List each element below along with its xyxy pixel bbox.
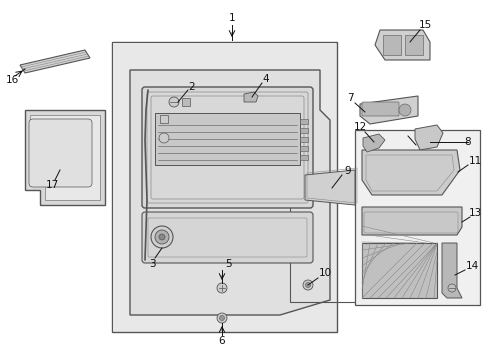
Bar <box>300 137 308 142</box>
Polygon shape <box>25 110 105 205</box>
Bar <box>362 243 437 298</box>
Bar <box>300 146 308 151</box>
Circle shape <box>303 280 313 290</box>
Circle shape <box>305 283 311 288</box>
Bar <box>300 128 308 133</box>
Bar <box>155 113 300 165</box>
Circle shape <box>220 315 224 320</box>
Circle shape <box>448 284 456 292</box>
Polygon shape <box>30 115 100 200</box>
Bar <box>405 35 423 55</box>
Text: 14: 14 <box>466 261 479 271</box>
Text: 17: 17 <box>46 180 59 190</box>
Text: 11: 11 <box>468 156 482 166</box>
Circle shape <box>399 104 411 116</box>
Bar <box>355 130 480 305</box>
Circle shape <box>217 283 227 293</box>
Text: 2: 2 <box>189 82 196 92</box>
Bar <box>113 43 336 331</box>
Text: 9: 9 <box>344 166 351 176</box>
FancyBboxPatch shape <box>142 212 313 263</box>
Text: 4: 4 <box>263 74 270 84</box>
Polygon shape <box>442 243 462 298</box>
Bar <box>112 42 337 332</box>
Polygon shape <box>20 50 90 73</box>
Text: 3: 3 <box>148 259 155 269</box>
Polygon shape <box>305 170 355 205</box>
Polygon shape <box>375 30 430 60</box>
Text: 7: 7 <box>347 93 353 103</box>
Bar <box>160 115 168 123</box>
Polygon shape <box>362 207 462 235</box>
Text: 12: 12 <box>353 122 367 132</box>
Bar <box>300 155 308 160</box>
Polygon shape <box>244 92 258 102</box>
Polygon shape <box>415 125 443 150</box>
Text: 15: 15 <box>418 20 432 30</box>
Text: 8: 8 <box>465 137 471 147</box>
Polygon shape <box>362 150 460 195</box>
FancyBboxPatch shape <box>362 102 399 116</box>
Circle shape <box>159 234 165 240</box>
Text: 16: 16 <box>5 75 19 85</box>
Bar <box>383 35 401 55</box>
Polygon shape <box>360 96 418 124</box>
Text: 6: 6 <box>219 336 225 346</box>
Text: 10: 10 <box>318 268 332 278</box>
Circle shape <box>217 313 227 323</box>
Text: 13: 13 <box>468 208 482 218</box>
Bar <box>290 192 365 302</box>
FancyBboxPatch shape <box>142 87 313 208</box>
Circle shape <box>169 97 179 107</box>
Circle shape <box>155 230 169 244</box>
Bar <box>300 119 308 124</box>
Polygon shape <box>130 70 330 315</box>
Circle shape <box>151 226 173 248</box>
Polygon shape <box>363 134 385 152</box>
FancyBboxPatch shape <box>29 119 92 187</box>
Text: 5: 5 <box>225 259 231 269</box>
Bar <box>182 98 190 106</box>
Circle shape <box>159 133 169 143</box>
Text: 1: 1 <box>229 13 235 23</box>
